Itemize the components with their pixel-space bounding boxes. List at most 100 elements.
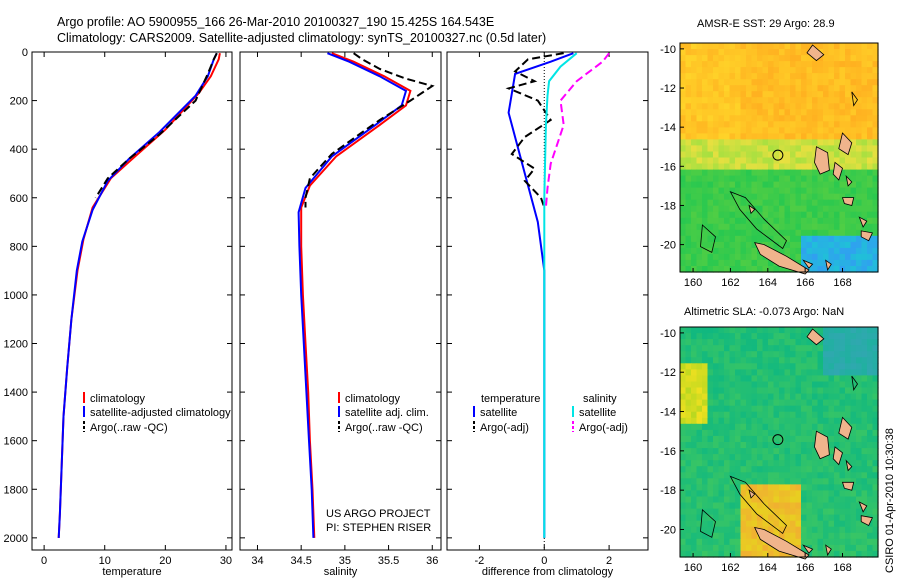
sst-map-cell	[707, 79, 714, 86]
sla-map-cell	[795, 526, 802, 534]
sla-map-cell	[872, 345, 879, 352]
sla-map-cell	[740, 472, 747, 479]
sst-map-cell	[773, 175, 780, 183]
sla-map-cell	[779, 369, 786, 377]
sla-map-cell	[795, 399, 802, 407]
sst-map-cell	[718, 121, 725, 128]
sla-map-cell	[696, 454, 703, 461]
sst-map-cell	[856, 211, 863, 219]
sst-map-cell	[828, 121, 835, 128]
sst-map-cell	[823, 223, 830, 231]
sst-map-cell	[856, 217, 863, 225]
sla-map-cell	[718, 351, 725, 358]
sla-map-cell	[724, 435, 731, 443]
sst-map-cell	[685, 235, 692, 243]
sst-map-cell	[713, 85, 720, 92]
diff-legend-sal-argo: Argo(-adj)	[579, 422, 628, 434]
sla-map-cell	[696, 339, 703, 346]
project-annotation: US ARGO PROJECT	[326, 508, 431, 520]
sst-map-cell	[696, 103, 703, 110]
sst-map-cell	[812, 229, 819, 237]
sst-map-cell	[735, 109, 742, 116]
sst-map-cell	[872, 133, 879, 140]
temperature-series-argo-raw-qc-	[94, 52, 218, 199]
sla-map-cell	[696, 508, 703, 516]
sst-map-cell	[702, 91, 709, 98]
sla-map-cell	[834, 333, 841, 340]
sst-map-cell	[828, 79, 835, 86]
sst-map-cell	[685, 79, 692, 86]
sla-map-cell	[757, 333, 764, 340]
sla-map-cell	[839, 369, 846, 377]
sla-map-cell	[850, 460, 857, 467]
sla-map-cell	[729, 375, 736, 383]
sla-map-cell	[680, 387, 687, 395]
sst-map-cell	[768, 151, 775, 159]
sla-map-cell	[817, 496, 824, 504]
sst-map-cell	[768, 49, 775, 56]
sla-map-cell	[762, 466, 769, 473]
sst-map-cell	[856, 43, 863, 50]
sst-map-cell	[773, 97, 780, 104]
sla-map-cell	[773, 442, 780, 449]
sst-map-cell	[713, 181, 720, 189]
sla-map-cell	[685, 496, 692, 504]
sla-map-xtick-label: 168	[833, 562, 851, 574]
sla-map-cell	[812, 375, 819, 383]
sla-map-cell	[834, 478, 841, 485]
sla-map-cell	[801, 357, 808, 364]
sst-map-cell	[707, 175, 714, 183]
sst-map-cell	[691, 163, 698, 171]
sla-map-cell	[845, 333, 852, 340]
sst-map-cell	[724, 199, 731, 207]
sla-map-cell	[779, 417, 786, 425]
sla-map-cell	[702, 448, 709, 455]
sla-map-cell	[773, 454, 780, 461]
sla-map-cell	[724, 532, 731, 540]
sst-map-cell	[757, 169, 764, 177]
sla-map-cell	[817, 393, 824, 401]
sst-map-cell	[740, 61, 747, 68]
sla-map-cell	[801, 399, 808, 407]
sla-map-cell	[746, 351, 753, 358]
sst-map-ytick-label: -14	[660, 122, 676, 134]
sst-map-cell	[779, 193, 786, 201]
sst-map-cell	[773, 133, 780, 140]
sla-map-cell	[751, 532, 758, 540]
sst-map-cell	[702, 79, 709, 86]
sla-map-cell	[790, 357, 797, 364]
sla-map-cell	[795, 520, 802, 528]
sla-map-cell	[702, 405, 709, 413]
sst-map-cell	[823, 235, 830, 243]
sst-map-cell	[702, 67, 709, 74]
sst-map-xtick-label: 166	[796, 277, 814, 289]
sla-map-cell	[729, 532, 736, 540]
sla-map-cell	[828, 339, 835, 346]
sst-map-cell	[806, 223, 813, 231]
sla-map-cell	[801, 369, 808, 377]
sla-map-cell	[768, 351, 775, 358]
sla-map-cell	[757, 550, 764, 558]
sla-map-cell	[773, 502, 780, 510]
sst-map-cell	[724, 181, 731, 189]
salinity-xtick-label: 34	[251, 555, 263, 567]
sst-map-cell	[828, 145, 835, 152]
sla-map-cell	[762, 544, 769, 552]
sla-map-argo-marker	[772, 434, 784, 446]
sst-map-cell	[768, 61, 775, 68]
sst-map-cell	[823, 115, 830, 122]
sst-map-cell	[850, 241, 857, 249]
sla-map-cell	[784, 532, 791, 540]
sla-map-cell	[867, 496, 874, 504]
sla-map-cell	[707, 466, 714, 473]
sst-map-cell	[828, 43, 835, 50]
sst-map-cell	[812, 247, 819, 255]
sla-map-cell	[806, 466, 813, 473]
sla-map-cell	[680, 423, 687, 431]
sst-map-cell	[724, 235, 731, 243]
sla-map-cell	[823, 417, 830, 425]
sla-map-cell	[801, 435, 808, 443]
sst-map-cell	[751, 97, 758, 104]
sla-map-cell	[713, 345, 720, 352]
